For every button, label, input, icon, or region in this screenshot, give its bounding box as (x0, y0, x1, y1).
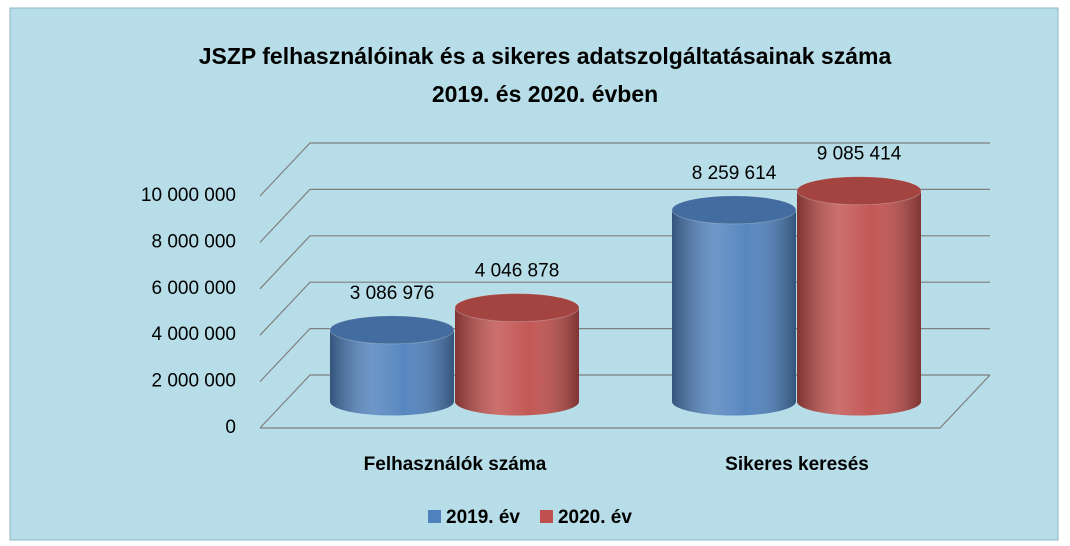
legend-swatch (428, 510, 441, 523)
bar-top-shade (330, 315, 454, 344)
x-tick-label: Sikeres keresés (725, 454, 869, 475)
grid-line (259, 142, 990, 197)
data-label: 9 085 414 (817, 144, 902, 165)
data-label: 8 259 614 (692, 163, 777, 184)
data-label: 3 086 976 (350, 283, 435, 304)
bar-top (454, 293, 580, 323)
data-label: 4 046 878 (475, 261, 560, 282)
bar-shading (797, 190, 921, 416)
bar-top-shade (455, 293, 579, 322)
bar-shading (455, 307, 579, 416)
y-tick-label: 10 000 000 (141, 185, 236, 206)
chart-title: JSZP felhasználóinak és a sikeres adatsz… (199, 43, 892, 69)
x-tick-label: Felhasználók száma (364, 454, 547, 475)
y-tick-label: 4 000 000 (151, 324, 236, 345)
y-tick-label: 2 000 000 (151, 371, 236, 392)
floor (260, 374, 991, 429)
bar-top (329, 315, 455, 345)
y-tick-label: 0 (225, 417, 236, 438)
y-tick-label: 6 000 000 (151, 278, 236, 299)
bar-top-shade (797, 176, 921, 205)
bar-top (671, 195, 797, 225)
legend-label: 2019. év (446, 507, 520, 528)
y-tick-label: 8 000 000 (151, 231, 236, 252)
bar-top (796, 176, 922, 206)
bar-shading (329, 329, 454, 416)
bar-shading (672, 209, 796, 416)
bar-top-shade (672, 195, 796, 224)
legend-swatch (539, 510, 553, 523)
grid-line (259, 188, 990, 243)
chart-title: 2019. és 2020. évben (432, 81, 658, 107)
legend-label: 2020. év (558, 507, 632, 528)
